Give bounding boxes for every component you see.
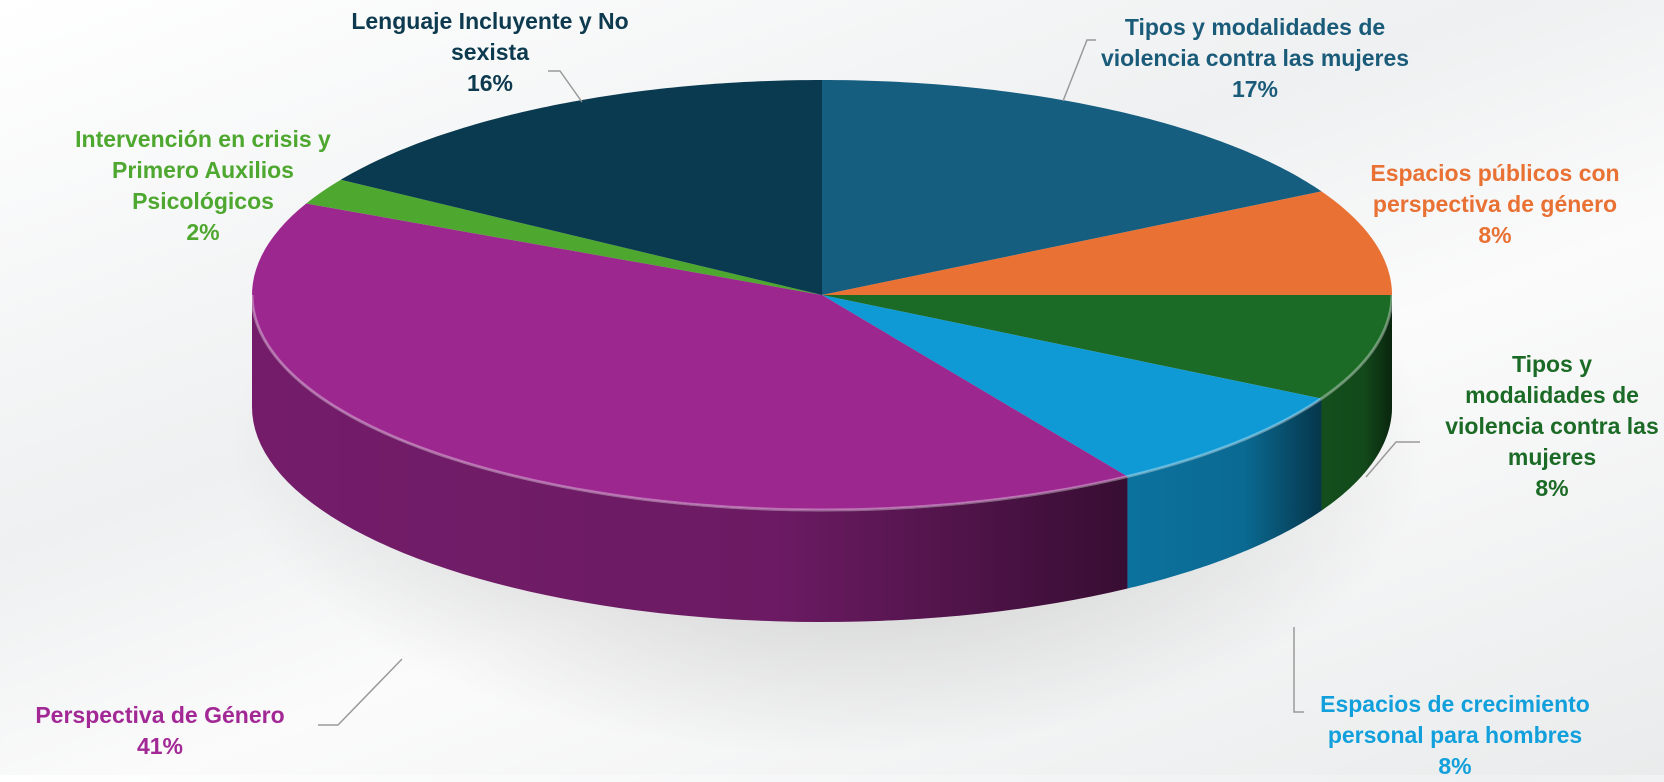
label-slice-2: Tipos y modalidades de violencia contra …	[1440, 349, 1664, 504]
pie-slices	[250, 80, 1394, 512]
slice-5-percent: 2%	[186, 219, 220, 245]
label-slice-0: Tipos y modalidades de violencia contra …	[1090, 12, 1420, 105]
slice-6-percent: 16%	[466, 70, 514, 96]
label-slice-1: Espacios públicos con perspectiva de gén…	[1330, 158, 1660, 251]
slice-1	[822, 191, 1392, 295]
slice-3-name: Espacios de crecimiento personal para ho…	[1320, 691, 1590, 748]
slice-6-name: Lenguaje Incluyente y No sexista	[351, 8, 629, 65]
label-slice-5: Intervención en crisis y Primero Auxilio…	[48, 124, 358, 248]
pie-sides	[252, 295, 1392, 622]
leader-line-2	[1293, 627, 1304, 713]
label-slice-4: Perspectiva de Género 41%	[10, 700, 310, 762]
leader-line-1	[1365, 441, 1420, 478]
slice-2-percent: 8%	[1535, 475, 1569, 501]
slice-side-shade-4	[252, 295, 1128, 622]
slice-3-percent: 8%	[1438, 753, 1472, 779]
pie-rim	[250, 294, 1394, 512]
slice-5-name: Intervención en crisis y Primero Auxilio…	[75, 126, 331, 214]
slice-0-percent: 17%	[1231, 76, 1279, 102]
slice-0-name: Tipos y modalidades de violencia contra …	[1100, 14, 1410, 71]
slice-1-name: Espacios públicos con perspectiva de gén…	[1370, 160, 1620, 217]
slice-5	[306, 179, 823, 295]
slice-2-name: Tipos y modalidades de violencia contra …	[1445, 351, 1659, 470]
label-slice-3: Espacios de crecimiento personal para ho…	[1290, 689, 1620, 782]
slice-side-shade-3	[1127, 398, 1322, 589]
slice-2	[822, 295, 1392, 399]
slice-6	[340, 80, 822, 295]
slice-1-percent: 8%	[1478, 222, 1512, 248]
label-slice-6: Lenguaje Incluyente y No sexista 16%	[320, 6, 660, 99]
leader-lines	[318, 39, 1420, 726]
slice-0	[822, 80, 1322, 295]
slice-4-name: Perspectiva de Género	[35, 702, 285, 728]
slice-side-shade-2	[1321, 295, 1392, 511]
slice-4	[252, 203, 1128, 510]
leader-line-4	[548, 70, 583, 103]
slice-4-percent: 41%	[136, 733, 184, 759]
leader-line-0	[1062, 39, 1096, 102]
slice-3	[822, 295, 1322, 477]
leader-line-3	[318, 658, 403, 726]
